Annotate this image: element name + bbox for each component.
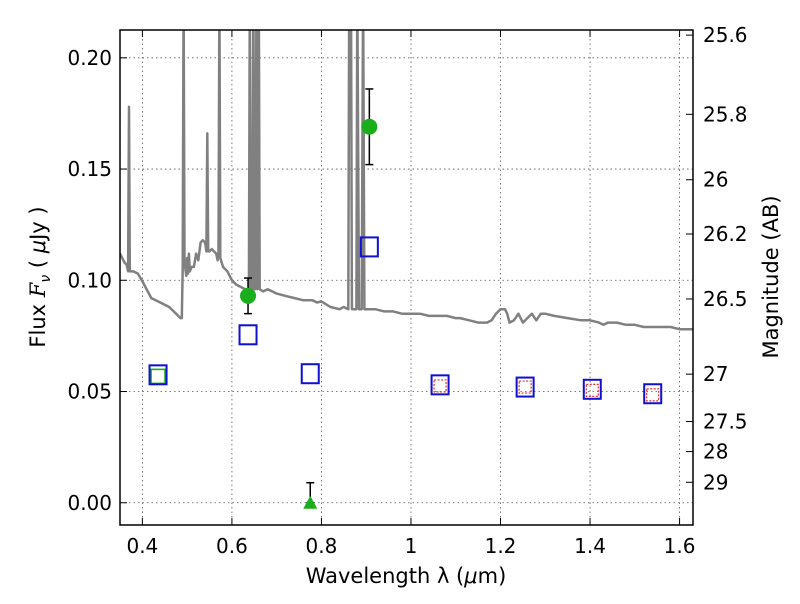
- model-photometry-marker: [582, 378, 602, 400]
- y-tick-label: 0.10: [67, 268, 112, 292]
- observed-detection-marker: [361, 118, 378, 135]
- alt-model-marker: [585, 383, 599, 398]
- x-tick-label: 1.2: [485, 534, 517, 558]
- model-photometry-marker: [430, 374, 450, 396]
- mag-tick-label: 27.5: [703, 410, 748, 434]
- model-photometry-marker: [359, 236, 379, 258]
- y-tick-label: 0.15: [67, 157, 112, 181]
- model-photometry-marker: [643, 383, 663, 405]
- x-tick-label: 0.6: [216, 534, 248, 558]
- model-photometry-marker: [238, 324, 258, 346]
- model-spectrum-line: [120, 30, 693, 331]
- mag-tick-label: 26.5: [703, 287, 748, 311]
- mag-tick-label: 29: [703, 470, 728, 494]
- y-tick-label: 0.05: [67, 380, 112, 404]
- model-photometry-marker: [515, 376, 535, 398]
- secondary-axis-title: Magnitude (AB): [759, 195, 783, 358]
- alt-model-marker: [646, 388, 660, 402]
- observed-detection-marker: [240, 287, 257, 304]
- x-tick-label: 0.4: [126, 534, 158, 558]
- mag-tick-label: 27: [703, 362, 728, 386]
- mag-tick-label: 25.6: [703, 23, 748, 47]
- observed-square-marker: [150, 368, 166, 385]
- upper-limit-marker: [303, 495, 318, 509]
- model-photometry-marker: [148, 364, 168, 386]
- y-tick-label: 0.20: [67, 46, 112, 70]
- mag-tick-label: 28: [703, 440, 728, 464]
- y-tick-label: 0.00: [67, 491, 112, 515]
- y-axis-title: Flux Fν ( μJy ): [26, 206, 54, 347]
- plot-frame: [119, 29, 694, 526]
- x-tick-label: 1.6: [664, 534, 696, 558]
- alt-model-marker: [433, 379, 447, 393]
- x-tick-label: 1.4: [574, 534, 606, 558]
- plot-area: [120, 30, 693, 331]
- x-axis-title: Wavelength λ (μm): [306, 564, 507, 588]
- x-tick-label: 1: [405, 534, 418, 558]
- x-tick-label: 0.8: [306, 534, 338, 558]
- mag-tick-label: 26: [703, 168, 728, 192]
- grid-lines: [120, 30, 693, 525]
- markers-layer: [148, 88, 663, 509]
- mag-tick-label: 26.2: [703, 222, 748, 246]
- model-photometry-marker: [300, 363, 320, 385]
- mag-tick-label: 25.8: [703, 102, 748, 126]
- alt-model-marker: [518, 380, 532, 394]
- ticks-layer: 0.4 0.6 0.8 1 1.2 1.4 1.6 0.00 0.05 0.10 0.15 0.20 2…: [67, 23, 747, 558]
